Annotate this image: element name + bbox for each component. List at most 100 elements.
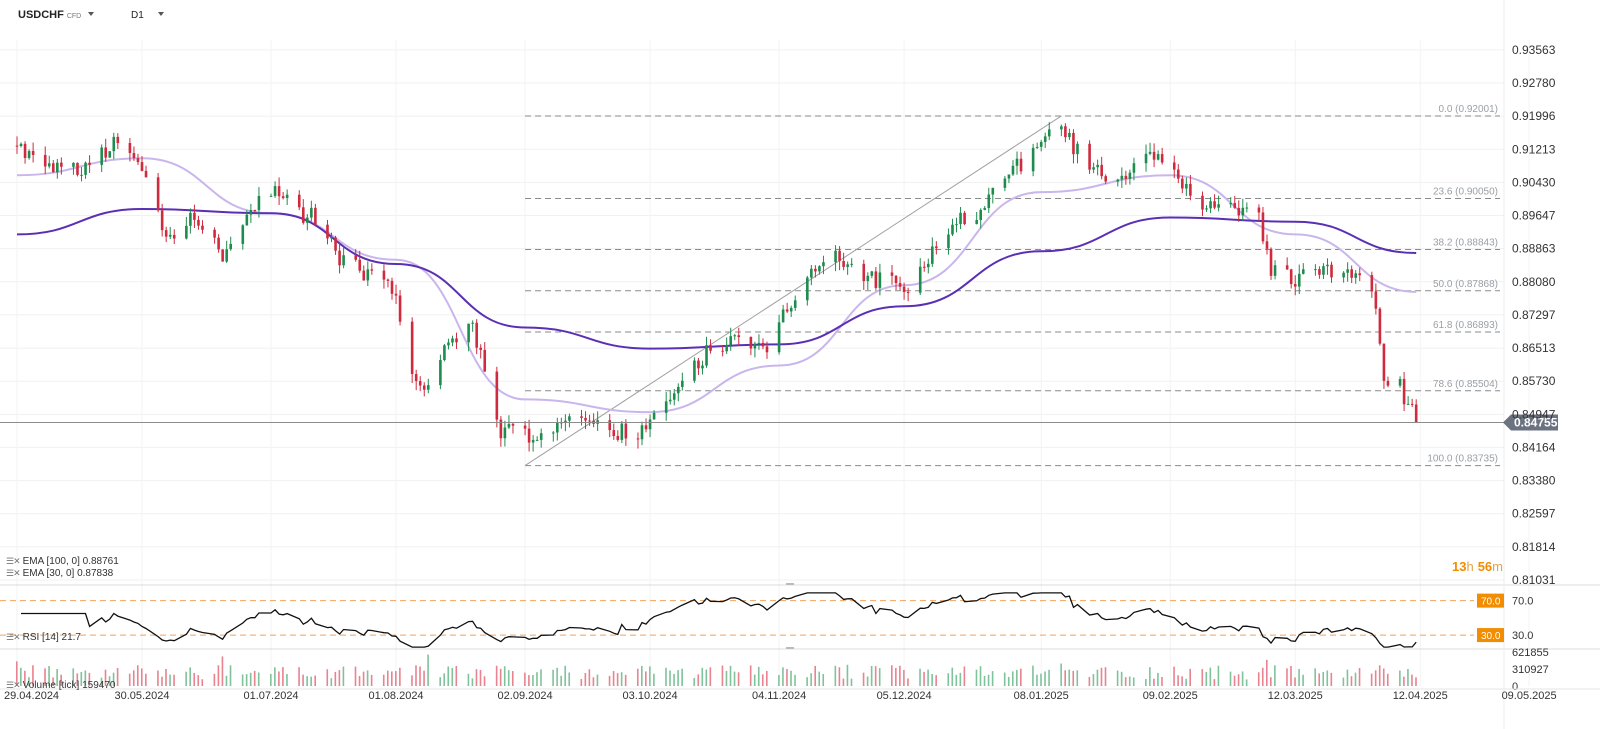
candle-body[interactable]	[160, 210, 164, 231]
candle-body[interactable]	[221, 249, 224, 262]
candle-body[interactable]	[697, 360, 700, 369]
candle-body[interactable]	[390, 280, 394, 294]
candle-body[interactable]	[1398, 379, 1402, 386]
candle-body[interactable]	[229, 243, 233, 250]
candle-body[interactable]	[870, 271, 874, 276]
candle-body[interactable]	[1326, 264, 1329, 267]
candle-body[interactable]	[140, 162, 144, 171]
candle-body[interactable]	[983, 208, 987, 210]
candle-body[interactable]	[535, 439, 539, 441]
candle-body[interactable]	[1378, 308, 1382, 344]
candle-body[interactable]	[874, 271, 878, 288]
candle-body[interactable]	[866, 275, 870, 282]
candle-body[interactable]	[640, 425, 644, 440]
candle-body[interactable]	[878, 272, 882, 288]
candle-body[interactable]	[189, 212, 192, 226]
candle-body[interactable]	[636, 438, 640, 440]
candle-body[interactable]	[273, 186, 277, 196]
candle-body[interactable]	[414, 373, 418, 382]
candle-body[interactable]	[503, 427, 507, 439]
pane-resize-handle[interactable]	[786, 583, 794, 585]
candle-body[interactable]	[326, 224, 329, 239]
candle-body[interactable]	[975, 220, 978, 224]
candle-body[interactable]	[1330, 264, 1333, 278]
candle-body[interactable]	[443, 345, 446, 360]
candle-body[interactable]	[531, 439, 535, 443]
candle-body[interactable]	[652, 412, 656, 420]
candle-body[interactable]	[1414, 404, 1418, 423]
fibonacci-retracement[interactable]: 0.0 (0.92001) 23.6 (0.90050) 38.2 (0.88843…	[524, 104, 1500, 467]
rsi-line[interactable]	[21, 592, 1417, 648]
candle-body[interactable]	[1301, 269, 1305, 274]
candle-body[interactable]	[834, 250, 837, 263]
candle-body[interactable]	[931, 246, 934, 264]
candle-body[interactable]	[1007, 174, 1011, 179]
candle-body[interactable]	[51, 163, 55, 173]
candle-body[interactable]	[418, 381, 422, 386]
candle-body[interactable]	[23, 143, 27, 158]
candle-body[interactable]	[168, 234, 172, 237]
candle-body[interactable]	[1346, 269, 1349, 273]
candle-body[interactable]	[1189, 183, 1192, 196]
candle-body[interactable]	[681, 380, 684, 387]
candle-body[interactable]	[906, 292, 910, 294]
candle-body[interactable]	[1035, 146, 1039, 148]
candle-body[interactable]	[398, 295, 402, 322]
candle-body[interactable]	[1031, 147, 1035, 172]
candle-body[interactable]	[612, 430, 616, 436]
candle-body[interactable]	[556, 422, 559, 433]
candle-body[interactable]	[1172, 162, 1176, 170]
candle-body[interactable]	[862, 263, 866, 282]
candle-body[interactable]	[777, 322, 781, 353]
candle-body[interactable]	[733, 335, 737, 337]
candle-body[interactable]	[793, 300, 797, 308]
legend-volume[interactable]: ☰✕ Volume [tick] 159470	[6, 680, 115, 691]
candle-body[interactable]	[1011, 165, 1015, 175]
candle-body[interactable]	[164, 230, 168, 237]
candle-body[interactable]	[112, 136, 116, 152]
legend-rsi[interactable]: ☰✕ RSI [14] 21.7	[6, 632, 81, 643]
candle-body[interactable]	[584, 417, 587, 421]
candle-body[interactable]	[1205, 208, 1208, 210]
candle-body[interactable]	[1386, 380, 1390, 386]
candle-body[interactable]	[935, 246, 938, 249]
candle-body[interactable]	[76, 162, 79, 175]
candle-body[interactable]	[1076, 143, 1079, 155]
candle-body[interactable]	[330, 237, 333, 239]
candle-body[interactable]	[1148, 151, 1152, 154]
candle-body[interactable]	[386, 279, 390, 281]
candle-body[interactable]	[479, 347, 483, 350]
candle-body[interactable]	[785, 309, 789, 312]
candle-body[interactable]	[1410, 403, 1414, 405]
candle-body[interactable]	[213, 229, 216, 238]
candle-body[interactable]	[269, 195, 273, 197]
candle-body[interactable]	[1047, 129, 1051, 137]
candle-body[interactable]	[955, 224, 958, 226]
candle-body[interactable]	[1293, 284, 1297, 287]
candle-body[interactable]	[56, 162, 59, 173]
candle-body[interactable]	[47, 163, 51, 167]
candle-body[interactable]	[1318, 269, 1321, 275]
candle-body[interactable]	[709, 345, 712, 351]
candle-body[interactable]	[947, 234, 950, 249]
candle-body[interactable]	[1116, 179, 1120, 182]
candle-body[interactable]	[447, 342, 450, 346]
candle-body[interactable]	[116, 136, 120, 144]
candle-body[interactable]	[765, 346, 769, 353]
candle-body[interactable]	[693, 360, 696, 381]
candle-body[interactable]	[918, 266, 922, 293]
candle-body[interactable]	[951, 224, 954, 235]
candle-body[interactable]	[1160, 154, 1164, 163]
candle-body[interactable]	[898, 283, 902, 287]
candle-body[interactable]	[1229, 202, 1233, 205]
candle-body[interactable]	[507, 423, 511, 428]
candle-body[interactable]	[701, 365, 704, 369]
candle-body[interactable]	[483, 349, 487, 372]
candle-body[interactable]	[753, 343, 757, 349]
candle-body[interactable]	[1088, 143, 1091, 170]
candle-body[interactable]	[1374, 291, 1378, 309]
symbol-dropdown-icon[interactable]	[88, 12, 94, 16]
candle-body[interactable]	[334, 237, 337, 251]
candle-body[interactable]	[362, 270, 366, 281]
candle-body[interactable]	[100, 147, 103, 165]
